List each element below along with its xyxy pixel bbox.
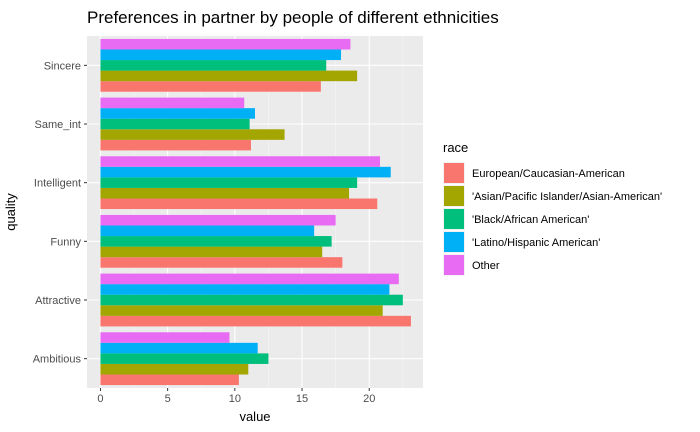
y-axis-title: quality <box>3 193 18 231</box>
bar <box>100 129 285 140</box>
bar <box>100 108 255 119</box>
bar <box>100 342 258 354</box>
bar <box>100 246 323 258</box>
legend-swatch <box>444 232 464 252</box>
legend-label: 'Asian/Pacific Islander/Asian-American' <box>472 191 662 203</box>
y-tick-label: Funny <box>50 236 81 248</box>
legend-swatch <box>444 186 464 206</box>
bar <box>100 236 332 247</box>
y-tick-label: Same_int <box>35 119 81 131</box>
bar <box>100 353 269 364</box>
y-tick-label: Sincere <box>44 60 81 72</box>
bar <box>100 363 249 375</box>
legend-swatch <box>444 163 464 183</box>
legend-label: 'Black/African American' <box>472 214 589 226</box>
bars <box>100 38 411 386</box>
bar <box>100 156 380 167</box>
bar <box>100 225 315 237</box>
x-tick-label: 15 <box>296 393 308 405</box>
bar <box>100 81 321 92</box>
bar <box>100 139 251 151</box>
bar <box>100 332 230 343</box>
legend-swatch <box>444 255 464 275</box>
y-tick-label: Intelligent <box>34 178 81 190</box>
bar <box>100 49 342 61</box>
bar <box>100 315 411 327</box>
chart-title: Preferences in partner by people of diff… <box>87 8 499 27</box>
x-tick-label: 10 <box>229 393 241 405</box>
bar <box>100 166 391 178</box>
bar <box>100 305 383 316</box>
y-axis-ticks: Ambitious Attractive Funny Intelligent Same_… <box>33 60 87 366</box>
x-tick-label: 20 <box>363 393 375 405</box>
legend-label: 'Latino/Hispanic American' <box>472 237 600 249</box>
y-tick-label: Attractive <box>35 295 81 307</box>
bar <box>100 177 358 188</box>
bar <box>100 187 350 199</box>
legend-items: European/Caucasian-American 'Asian/Pacifi… <box>443 162 662 276</box>
bar <box>100 214 336 226</box>
bar <box>100 284 390 295</box>
legend-swatch <box>444 209 464 229</box>
x-tick-label: 0 <box>97 393 103 405</box>
bar <box>100 374 239 386</box>
bar <box>100 294 403 306</box>
bar <box>100 198 378 210</box>
bar <box>100 70 358 82</box>
bar <box>100 97 245 109</box>
y-tick-label: Ambitious <box>33 354 82 366</box>
bar <box>100 257 343 268</box>
plot-panel <box>87 36 423 388</box>
legend: race European/Caucasian-American 'Asian/P… <box>443 140 662 276</box>
legend-title: race <box>443 140 468 155</box>
bar <box>100 38 351 50</box>
bar <box>100 60 327 71</box>
bar <box>100 118 250 130</box>
legend-label: Other <box>472 260 500 272</box>
bar <box>100 273 399 285</box>
legend-label: European/Caucasian-American <box>472 168 625 180</box>
x-axis-title: value <box>239 409 270 424</box>
x-tick-label: 5 <box>165 393 171 405</box>
x-axis-ticks: 0 5 10 15 20 <box>97 388 375 405</box>
